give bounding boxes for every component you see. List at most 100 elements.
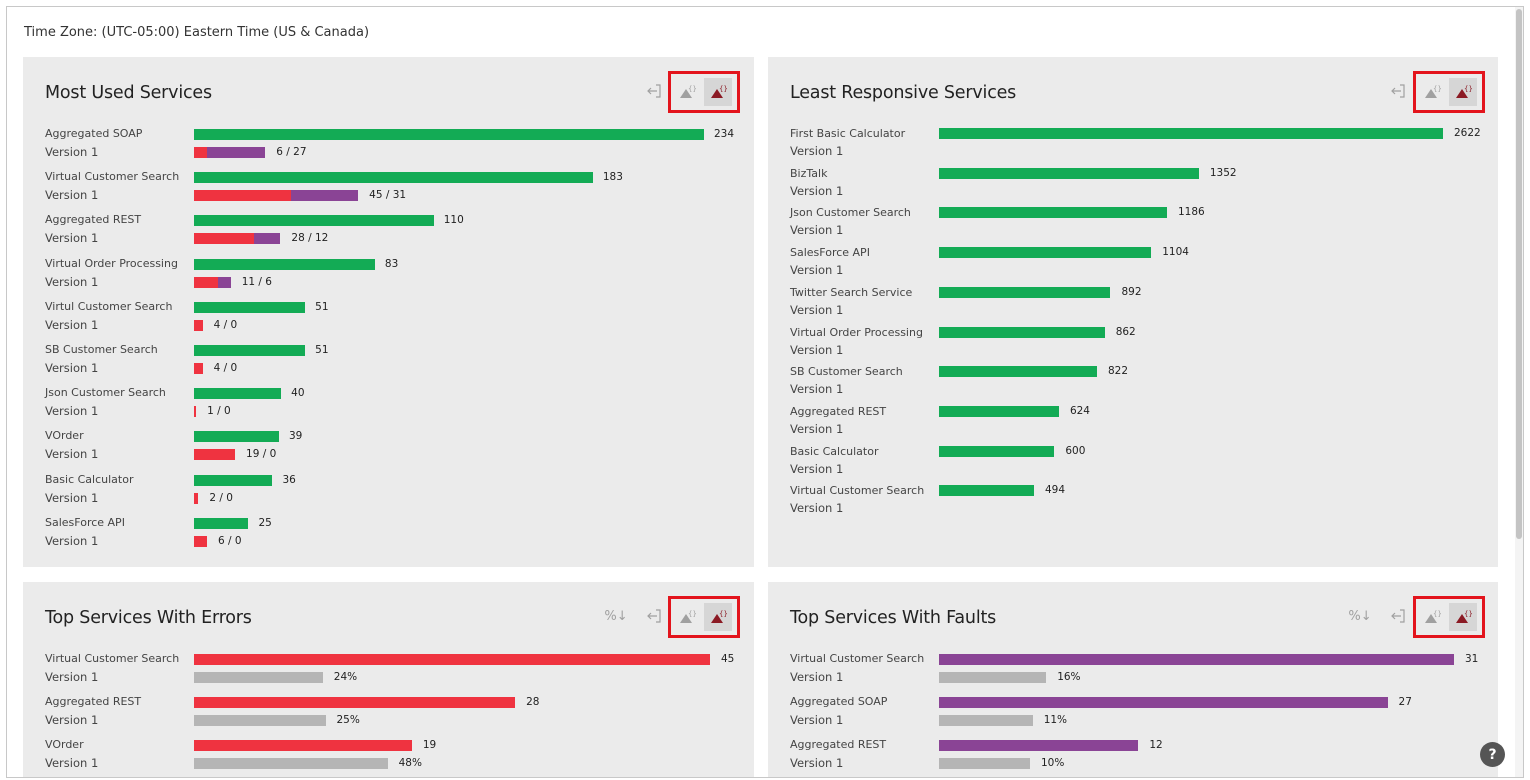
service-name: Twitter Search Service: [790, 285, 913, 299]
faults-percent-bar: [939, 715, 1033, 726]
service-version: Version 1: [790, 302, 844, 317]
usage-bar: [194, 517, 249, 529]
panel-most-used-services: Most Used Services {} {} Aggregated SOAP…: [23, 57, 754, 567]
error-fault-value: 19 / 0: [246, 448, 277, 461]
usage-bar: [194, 301, 306, 313]
percent-sort-icon: %↓: [1348, 608, 1372, 624]
svg-text:{}: {}: [1464, 610, 1472, 618]
errors-count-bar: [194, 654, 710, 665]
chart-toggle-gray-icon: {}: [680, 610, 696, 623]
response-bar: [939, 207, 1167, 219]
export-button[interactable]: [640, 77, 668, 105]
service-version: Version 1: [45, 274, 99, 289]
service-name: First Basic Calculator: [790, 127, 906, 140]
chart-toggle-highlight: [1413, 596, 1485, 638]
chart-toggle-on-button[interactable]: {}: [704, 603, 732, 631]
fault-bar: [291, 190, 359, 202]
service-version: Version 1: [45, 145, 99, 159]
percent-sort-button[interactable]: %↓: [1344, 602, 1376, 630]
errors-percent-bar: [194, 672, 323, 683]
panel-title: Top Services With Faults: [790, 608, 997, 628]
service-name: Aggregated REST: [45, 213, 142, 227]
service-version: Version 1: [790, 461, 844, 476]
fault-bar: [206, 147, 266, 158]
faults-count-bar: [939, 654, 1454, 665]
response-bar: [939, 128, 1443, 139]
chart-toggle-highlight: [668, 596, 740, 638]
chart-toggle-on-button[interactable]: {}: [1449, 603, 1477, 631]
error-bar: [194, 233, 255, 245]
chart-toggle-on-button[interactable]: {}: [704, 78, 732, 106]
export-button[interactable]: [1384, 77, 1412, 105]
service-version: Version 1: [45, 231, 99, 246]
service-version: Version 1: [45, 361, 99, 375]
service-name: SalesForce API: [45, 515, 125, 529]
svg-text:{}: {}: [1433, 610, 1441, 618]
export-button[interactable]: [640, 602, 668, 630]
response-bar: [939, 167, 1199, 179]
chart-toggle-gray-icon: {}: [1425, 85, 1441, 98]
chart-toggle-off-button[interactable]: {}: [1418, 603, 1446, 631]
usage-value: 40: [291, 387, 305, 400]
service-name: Virtual Customer Search: [45, 170, 180, 184]
service-name: Virtual Customer Search: [45, 652, 180, 665]
fault-bar: [254, 233, 281, 245]
service-name: Json Customer Search: [790, 206, 911, 220]
scrollbar-thumb[interactable]: [1516, 9, 1522, 539]
service-version: Version 1: [790, 183, 844, 198]
faults-count-value: 27: [1398, 696, 1412, 708]
service-version: Version 1: [790, 670, 844, 684]
panel-top-services-with-faults: Top Services With Faults %↓ {} {} Virtua…: [768, 582, 1498, 777]
svg-text:{}: {}: [1433, 85, 1441, 93]
service-version: Version 1: [790, 756, 844, 770]
chart-toggle-off-button[interactable]: {}: [673, 603, 701, 631]
chart-toggle-off-button[interactable]: {}: [1418, 78, 1446, 106]
response-value: 862: [1115, 325, 1136, 338]
error-bar: [194, 276, 218, 288]
response-value: 2622: [1454, 127, 1481, 139]
chart-toggle-active-icon: {}: [711, 85, 727, 98]
error-fault-value: 28 / 12: [291, 232, 329, 245]
response-value: 624: [1069, 404, 1090, 417]
dashboard-frame: Time Zone: (UTC-05:00) Eastern Time (US …: [6, 6, 1524, 778]
usage-value: 25: [258, 516, 272, 529]
chart-toggle-on-button[interactable]: {}: [1449, 78, 1477, 106]
usage-value: 234: [714, 128, 735, 140]
response-value: 1104: [1162, 246, 1189, 259]
help-button[interactable]: ?: [1480, 742, 1505, 767]
service-name: SalesForce API: [790, 246, 870, 260]
panel-title: Most Used Services: [45, 83, 212, 103]
chart-toggle-highlight: [668, 71, 740, 113]
service-version: Version 1: [790, 223, 844, 238]
response-value: 1352: [1209, 166, 1237, 179]
chart-toggle-off-button[interactable]: {}: [673, 78, 701, 106]
vertical-scrollbar[interactable]: [1515, 7, 1523, 777]
faults-percent-value: 11%: [1043, 714, 1068, 726]
error-bar: [194, 147, 207, 158]
percent-sort-button[interactable]: %↓: [600, 602, 632, 630]
error-bar: [194, 492, 199, 504]
service-version: Version 1: [790, 501, 844, 516]
usage-value: 36: [282, 473, 296, 486]
panel-title: Least Responsive Services: [790, 83, 1017, 103]
service-name: Virtual Order Processing: [45, 256, 178, 270]
chart-toggle-active-icon: {}: [1456, 85, 1472, 98]
faults-percent-bar: [939, 758, 1030, 769]
errors-count-value: 19: [422, 739, 437, 751]
service-name: Virtual Customer Search: [790, 484, 925, 498]
percent-sort-icon: %↓: [604, 608, 628, 624]
error-fault-value: 6 / 27: [276, 146, 307, 158]
response-bar: [939, 286, 1111, 298]
errors-count-value: 28: [526, 696, 540, 708]
errors-count-value: 45: [721, 653, 735, 665]
svg-text:{}: {}: [688, 85, 696, 93]
service-version: Version 1: [45, 490, 99, 505]
service-name: SB Customer Search: [45, 343, 158, 356]
service-version: Version 1: [45, 447, 99, 462]
export-button[interactable]: [1384, 602, 1412, 630]
response-bar: [939, 366, 1097, 378]
service-name: Basic Calculator: [790, 444, 879, 458]
error-fault-value: 6 / 0: [217, 534, 242, 547]
service-version: Version 1: [45, 404, 99, 419]
exit-arrow-icon: [1391, 84, 1405, 98]
